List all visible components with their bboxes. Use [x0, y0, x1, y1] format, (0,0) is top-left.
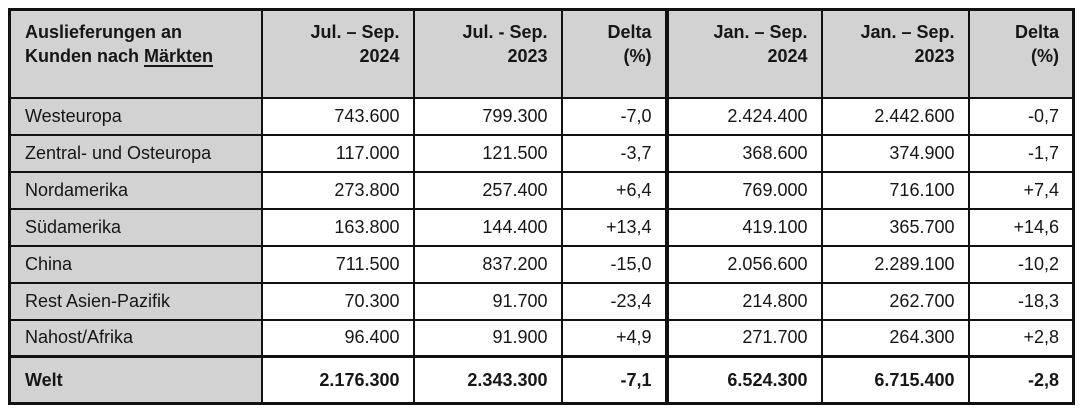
value-cell: +14,6: [967, 207, 1075, 247]
market-cell: Nordamerika: [8, 170, 263, 210]
value-cell: 91.900: [412, 318, 563, 358]
value-cell: 96.400: [260, 318, 415, 358]
value-cell: 2.343.300: [412, 355, 563, 405]
column-header-year: (%): [1031, 46, 1059, 66]
column-header-period: Delta: [1014, 22, 1059, 42]
column-header-period: Jul. - Sep.: [462, 22, 548, 42]
column-header-year: 2023: [914, 46, 955, 66]
value-cell: 743.600: [260, 96, 415, 136]
value-cell: 365.700: [820, 207, 970, 247]
value-cell: 273.800: [260, 170, 415, 210]
value-cell: -23,4: [560, 281, 668, 321]
value-cell: 264.300: [820, 318, 970, 358]
column-header-jul-sep-2023: Jul. - Sep. 2023: [412, 8, 563, 99]
value-cell: 117.000: [260, 133, 415, 173]
value-cell: 163.800: [260, 207, 415, 247]
value-cell: 2.424.400: [664, 96, 823, 136]
value-cell: +6,4: [560, 170, 668, 210]
value-cell: 716.100: [820, 170, 970, 210]
column-header-delta-q: Delta (%): [560, 8, 668, 99]
value-cell: 271.700: [664, 318, 823, 358]
market-cell: China: [8, 244, 263, 284]
market-cell: Rest Asien-Pazifik: [8, 281, 263, 321]
value-cell: 144.400: [412, 207, 563, 247]
column-header-jan-sep-2023: Jan. – Sep. 2023: [820, 8, 970, 99]
value-cell: 368.600: [664, 133, 823, 173]
table-title-maerkten-underlined: Märkten: [144, 46, 214, 66]
value-cell: +4,9: [560, 318, 668, 358]
market-cell: Zentral- und Osteuropa: [8, 133, 263, 173]
value-cell: 121.500: [412, 133, 563, 173]
column-header-year: (%): [623, 46, 652, 66]
column-header-jul-sep-2024: Jul. – Sep. 2024: [260, 8, 415, 99]
value-cell: 837.200: [412, 244, 563, 284]
value-cell: 374.900: [820, 133, 970, 173]
table-row-china: China 711.500 837.200 -15,0 2.056.600 2.…: [8, 244, 1075, 284]
value-cell: 6.715.400: [820, 355, 970, 405]
market-cell: Nahost/Afrika: [8, 318, 263, 358]
value-cell: -15,0: [560, 244, 668, 284]
value-cell: -1,7: [967, 133, 1075, 173]
market-cell: Welt: [8, 355, 263, 405]
value-cell: -0,7: [967, 96, 1075, 136]
value-cell: 214.800: [664, 281, 823, 321]
header-row: Auslieferungen an Kunden nach Märkten Ju…: [8, 8, 1075, 99]
column-header-year: 2023: [507, 46, 548, 66]
table-title-line-2: Kunden nach Märkten: [25, 44, 248, 68]
table-row-zentral-osteuropa: Zentral- und Osteuropa 117.000 121.500 -…: [8, 133, 1075, 173]
value-cell: 2.056.600: [664, 244, 823, 284]
table-row-suedamerika: Südamerika 163.800 144.400 +13,4 419.100…: [8, 207, 1075, 247]
column-header-period: Delta: [607, 22, 652, 42]
value-cell: -3,7: [560, 133, 668, 173]
value-cell: +7,4: [967, 170, 1075, 210]
value-cell: 2.289.100: [820, 244, 970, 284]
table-row-rest-asien-pazifik: Rest Asien-Pazifik 70.300 91.700 -23,4 2…: [8, 281, 1075, 321]
value-cell: -10,2: [967, 244, 1075, 284]
value-cell: -7,0: [560, 96, 668, 136]
column-header-period: Jan. – Sep.: [713, 22, 808, 42]
value-cell: 91.700: [412, 281, 563, 321]
value-cell: +2,8: [967, 318, 1075, 358]
value-cell: +13,4: [560, 207, 668, 247]
value-cell: 6.524.300: [664, 355, 823, 405]
value-cell: -7,1: [560, 355, 668, 405]
column-header-period: Jul. – Sep.: [310, 22, 400, 42]
table-title: Auslieferungen an Kunden nach Märkten: [8, 8, 263, 99]
table-row-welt-total: Welt 2.176.300 2.343.300 -7,1 6.524.300 …: [8, 355, 1075, 405]
table-row-nordamerika: Nordamerika 273.800 257.400 +6,4 769.000…: [8, 170, 1075, 210]
value-cell: 2.442.600: [820, 96, 970, 136]
column-header-delta-ytd: Delta (%): [967, 8, 1075, 99]
table-row-westeuropa: Westeuropa 743.600 799.300 -7,0 2.424.40…: [8, 96, 1075, 136]
value-cell: 70.300: [260, 281, 415, 321]
column-header-period: Jan. – Sep.: [860, 22, 955, 42]
column-header-year: 2024: [767, 46, 808, 66]
value-cell: -2,8: [967, 355, 1075, 405]
value-cell: 2.176.300: [260, 355, 415, 405]
table-title-line-1: Auslieferungen an: [25, 22, 183, 42]
table-title-line-2-prefix: Kunden nach: [25, 46, 145, 66]
column-header-year: 2024: [359, 46, 400, 66]
value-cell: -18,3: [967, 281, 1075, 321]
value-cell: 262.700: [820, 281, 970, 321]
deliveries-by-market-table: Auslieferungen an Kunden nach Märkten Ju…: [8, 8, 1075, 405]
market-cell: Südamerika: [8, 207, 263, 247]
value-cell: 257.400: [412, 170, 563, 210]
table-row-nahost-afrika: Nahost/Afrika 96.400 91.900 +4,9 271.700…: [8, 318, 1075, 358]
column-header-jan-sep-2024: Jan. – Sep. 2024: [664, 8, 823, 99]
value-cell: 769.000: [664, 170, 823, 210]
value-cell: 799.300: [412, 96, 563, 136]
market-cell: Westeuropa: [8, 96, 263, 136]
value-cell: 419.100: [664, 207, 823, 247]
value-cell: 711.500: [260, 244, 415, 284]
